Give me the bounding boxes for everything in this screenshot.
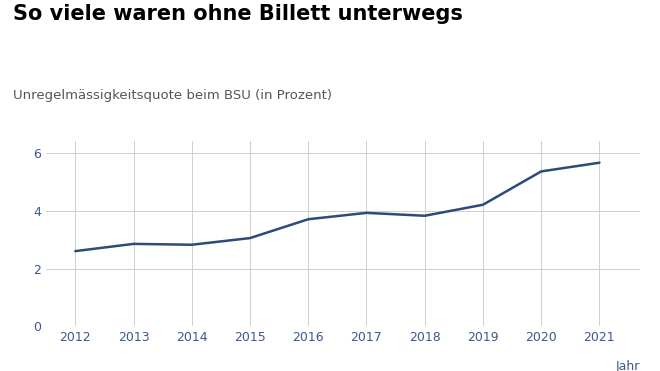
Text: So viele waren ohne Billett unterwegs: So viele waren ohne Billett unterwegs: [13, 4, 463, 24]
Text: Unregelmässigkeitsquote beim BSU (in Prozent): Unregelmässigkeitsquote beim BSU (in Pro…: [13, 89, 332, 102]
Text: Jahr: Jahr: [616, 360, 640, 371]
